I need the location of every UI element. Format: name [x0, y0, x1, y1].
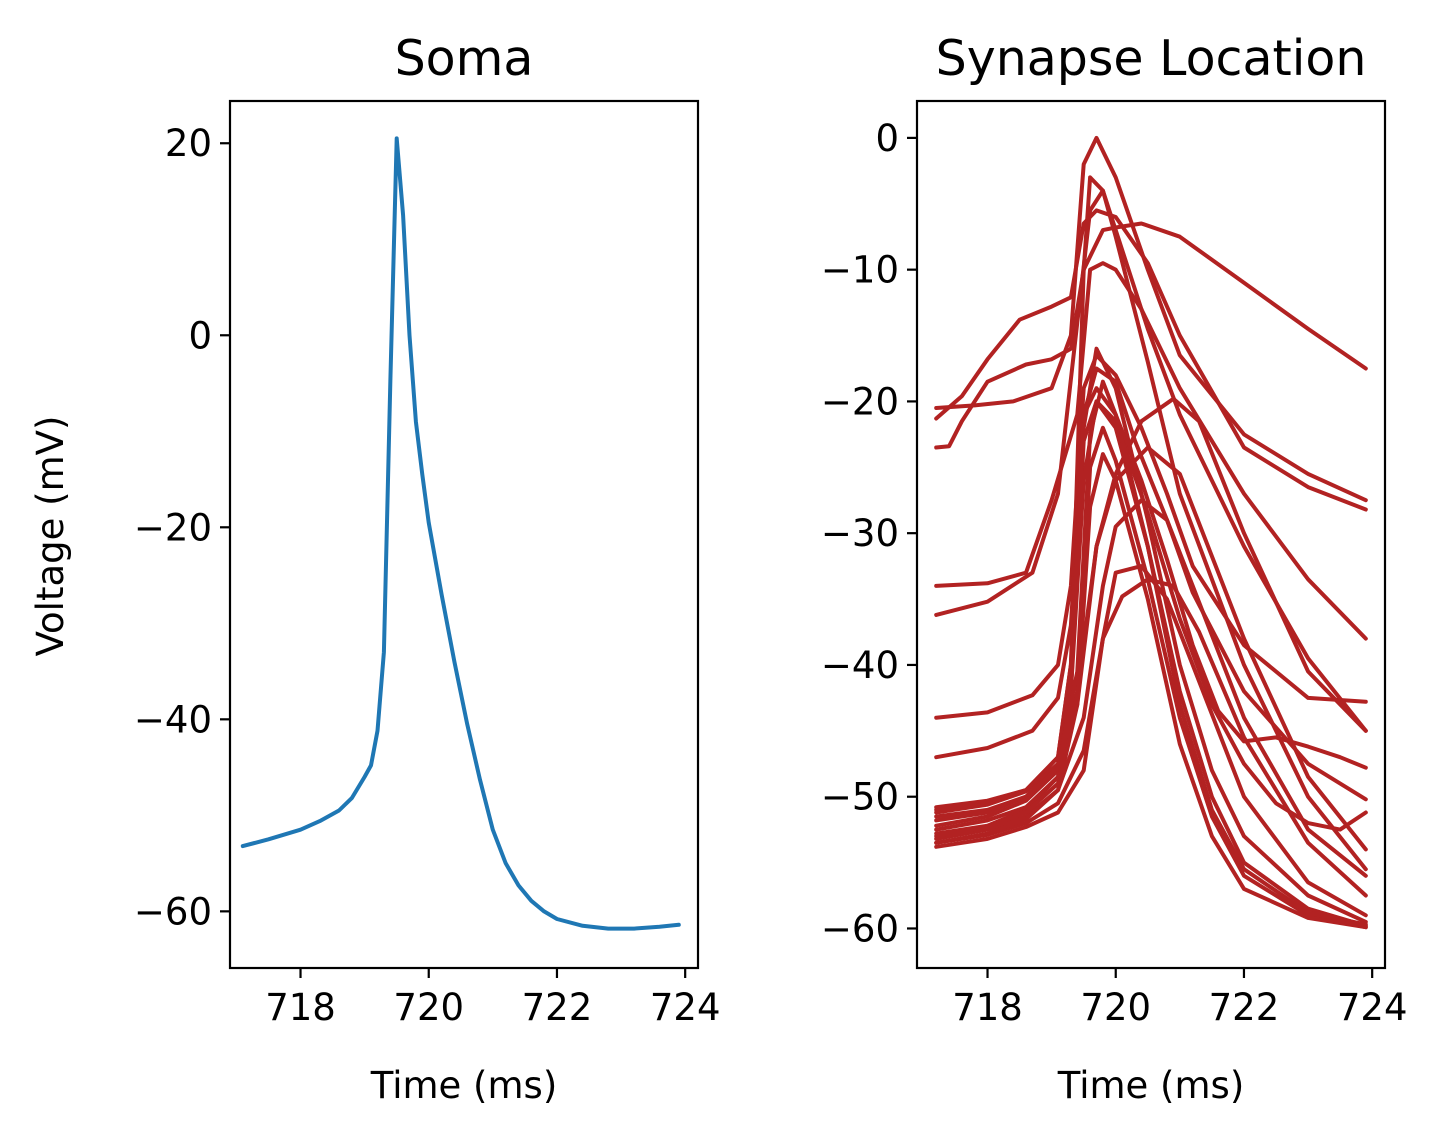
soma-axes-frame	[228, 99, 700, 970]
synapse-trace-0	[934, 135, 1368, 503]
synapse-trace-8	[934, 386, 1368, 815]
synapse-trace-11	[934, 445, 1368, 852]
synapse-trace-13	[934, 577, 1368, 898]
soma-ylabel: Voltage (mV)	[29, 416, 72, 657]
synapse-panel: Synapse Location Time (ms) 718 720 722 724 0…	[821, 30, 1408, 1107]
synapse-title: Synapse Location	[936, 30, 1367, 87]
soma-ytick-label: −40	[134, 698, 212, 741]
synapse-trace-17	[934, 425, 1368, 930]
synapse-xlabel: Time (ms)	[1057, 1064, 1245, 1107]
synapse-xtick-label: 724	[1337, 986, 1408, 1029]
soma-xtick-label: 718	[265, 986, 336, 1029]
synapse-xtick-label: 718	[952, 986, 1023, 1029]
synapse-ytick-label: −50	[821, 776, 899, 819]
synapse-trace-15	[934, 346, 1368, 924]
synapse-xtick-label: 722	[1209, 986, 1280, 1029]
soma-ytick-label: 0	[188, 314, 212, 357]
soma-ytick-label: 20	[165, 122, 212, 165]
synapse-trace-19	[934, 379, 1368, 927]
synapse-ytick-label: −60	[821, 907, 899, 950]
soma-xlabel: Time (ms)	[370, 1064, 558, 1107]
soma-xtick-label: 722	[522, 986, 593, 1029]
synapse-ytick-label: −10	[821, 249, 899, 292]
synapse-trace-18	[934, 452, 1368, 930]
synapse-trace-10	[934, 396, 1368, 828]
synapse-axes-frame	[915, 99, 1387, 970]
synapse-ytick-label: −20	[821, 380, 899, 423]
synapse-trace-3	[934, 261, 1368, 641]
synapse-trace-16	[934, 399, 1368, 928]
synapse-xtick-label: 720	[1080, 986, 1151, 1029]
synapse-trace-6	[934, 366, 1368, 802]
soma-trace-0	[240, 136, 681, 931]
soma-xtick-label: 720	[393, 986, 464, 1029]
soma-title: Soma	[395, 30, 534, 87]
synapse-ticks: 718 720 722 724 0 −10 −20 −30 −40 −50 −60	[821, 117, 1408, 1029]
synapse-ytick-label: −30	[821, 512, 899, 555]
synapse-trace-14	[934, 564, 1368, 918]
synapse-ytick-label: −40	[821, 644, 899, 687]
synapse-trace-1	[934, 208, 1368, 512]
synapse-lines	[934, 135, 1368, 930]
soma-ticks: 718 720 722 724 20 0 −20 −40 −60	[134, 122, 721, 1029]
soma-panel: Soma Voltage (mV) Time (ms) 718 720 722 724…	[29, 30, 720, 1107]
soma-ytick-label: −20	[134, 506, 212, 549]
synapse-ytick-label: 0	[875, 117, 899, 160]
soma-xtick-label: 724	[650, 986, 721, 1029]
soma-ytick-label: −60	[134, 890, 212, 933]
soma-lines	[240, 136, 681, 931]
